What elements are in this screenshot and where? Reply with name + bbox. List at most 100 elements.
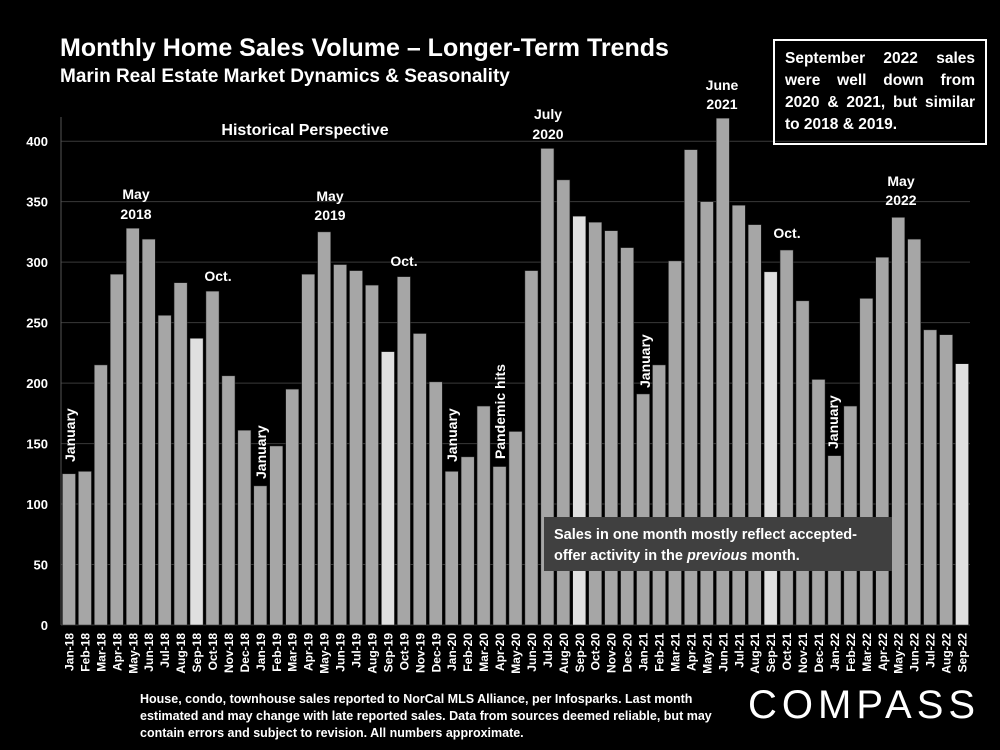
x-tick-label: Jan-22	[828, 633, 842, 671]
bar-sep-22	[955, 363, 969, 626]
x-tick-label: Sep-21	[764, 633, 778, 673]
x-tick-label: Jun-20	[525, 633, 539, 672]
callout-box: September 2022 sales were well down from…	[773, 39, 987, 145]
x-tick-label: Mar-20	[477, 633, 491, 672]
bar-jun-18	[141, 238, 156, 626]
annotation-jan-2021: January	[637, 334, 653, 388]
bar-apr-20	[492, 466, 507, 626]
note-line-2: offer activity in the previous month.	[554, 548, 800, 564]
x-tick-label: Feb-18	[78, 633, 92, 672]
x-tick-label: Nov-19	[413, 633, 427, 673]
y-tick-labels: 0 50 100 150 200 250 300 350 400	[26, 134, 48, 633]
x-tick-label: Feb-19	[270, 633, 284, 672]
x-tick-label: Jul-20	[541, 633, 555, 668]
annotation-oct-2019: Oct.	[390, 253, 417, 269]
y-tick-label: 250	[26, 316, 48, 331]
bar-dec-18	[237, 430, 252, 626]
bar-jun-22	[907, 238, 921, 626]
x-tick-label: Dec-19	[429, 633, 443, 673]
bar-jun-21	[716, 117, 730, 626]
bar-mar-22	[859, 298, 874, 626]
bar-dec-19	[428, 381, 443, 626]
x-tick-label: Feb-21	[653, 633, 667, 672]
bar-may-18	[125, 228, 140, 626]
bar-apr-19	[301, 273, 315, 626]
bar-sep-19	[381, 351, 395, 626]
x-tick-label: Jun-19	[334, 633, 348, 672]
x-tick-label: Dec-21	[812, 633, 826, 673]
y-tick-label: 150	[26, 437, 48, 452]
bar-jul-18	[157, 315, 172, 626]
y-tick-label: 50	[34, 558, 48, 573]
annotation-may-2022-month: May	[887, 173, 914, 189]
annotation-jun-2021-year: 2021	[706, 96, 737, 112]
bar-aug-18	[173, 282, 188, 626]
x-tick-label: Nov-18	[222, 633, 236, 673]
y-tick-label: 100	[26, 497, 48, 512]
bar-feb-22	[843, 405, 858, 626]
bar-jan-19	[253, 485, 268, 626]
bar-feb-20	[460, 456, 475, 626]
annotation-may-2019-year: 2019	[314, 207, 345, 223]
x-tick-label: Jul-21	[732, 633, 746, 668]
bar-apr-21	[684, 149, 698, 626]
x-tick-label: May-22	[892, 633, 906, 674]
x-tick-label: Aug-18	[174, 633, 188, 674]
bar-may-19	[317, 231, 331, 626]
bar-feb-19	[269, 445, 284, 626]
bar-feb-18	[78, 471, 92, 626]
bar-jun-20	[524, 270, 539, 626]
x-tick-label: Jan-18	[62, 633, 76, 671]
bar-apr-18	[110, 273, 124, 626]
x-tick-label: Nov-20	[605, 633, 619, 673]
x-tick-label: Jun-21	[716, 633, 730, 672]
annotations: Historical Perspective May 2018 Oct. Jan…	[62, 77, 917, 479]
y-tick-label: 200	[26, 376, 48, 391]
x-tick-label: Oct-18	[206, 633, 220, 671]
annotation-may-2018-year: 2018	[120, 206, 151, 222]
bar-jan-21	[636, 393, 650, 626]
x-tick-label: Jul-19	[350, 633, 364, 668]
bar-may-22	[891, 217, 906, 626]
x-tick-label: Oct-20	[589, 633, 603, 671]
bar-feb-21	[652, 364, 666, 626]
x-tick-label: May-21	[700, 633, 714, 674]
x-tick-label: Jun-22	[908, 633, 922, 672]
chart-subtitle: Marin Real Estate Market Dynamics & Seas…	[60, 66, 510, 87]
annotation-may-2019-month: May	[316, 188, 343, 204]
bar-aug-22	[939, 334, 953, 626]
annotation-historical: Historical Perspective	[221, 122, 388, 139]
x-tick-labels: Jan-18 Feb-18 Mar-18 Apr-18 May-18 Jun-18 Jul-…	[62, 633, 969, 674]
compass-logo: COMPASS	[748, 683, 981, 727]
x-tick-label: Aug-19	[365, 633, 379, 674]
bar-mar-18	[94, 364, 108, 626]
bar-jul-20	[540, 148, 555, 626]
x-tick-label: Oct-21	[780, 633, 794, 671]
y-tick-label: 400	[26, 134, 48, 149]
annotation-may-2022-year: 2022	[885, 192, 916, 208]
bar-nov-19	[413, 333, 427, 626]
x-tick-label: Mar-21	[668, 633, 682, 672]
annotation-jan-2018: January	[62, 408, 78, 462]
bar-nov-18	[221, 375, 236, 626]
bar-may-20	[508, 431, 523, 626]
x-tick-label: Aug-20	[557, 633, 571, 674]
y-tick-label: 350	[26, 195, 48, 210]
x-tick-label: Jan-19	[254, 633, 268, 671]
bar-sep-21	[763, 271, 778, 626]
annotation-pandemic: Pandemic hits	[492, 364, 508, 459]
x-tick-label: Mar-22	[860, 633, 874, 672]
annotation-may-2018-month: May	[122, 186, 149, 202]
x-tick-label: Apr-18	[110, 633, 124, 671]
x-tick-label: May-19	[318, 633, 332, 674]
bar-oct-19	[397, 276, 411, 626]
x-tick-label: Mar-19	[286, 633, 300, 672]
chart-title: Monthly Home Sales Volume – Longer-Term …	[60, 34, 669, 62]
bar-jan-20	[444, 471, 459, 626]
y-tick-label: 300	[26, 255, 48, 270]
bar-jul-22	[923, 329, 937, 626]
x-tick-label: Apr-22	[876, 633, 890, 671]
x-tick-label: Feb-22	[844, 633, 858, 672]
x-tick-label: Jul-22	[924, 633, 938, 668]
bar-jul-19	[349, 270, 363, 626]
